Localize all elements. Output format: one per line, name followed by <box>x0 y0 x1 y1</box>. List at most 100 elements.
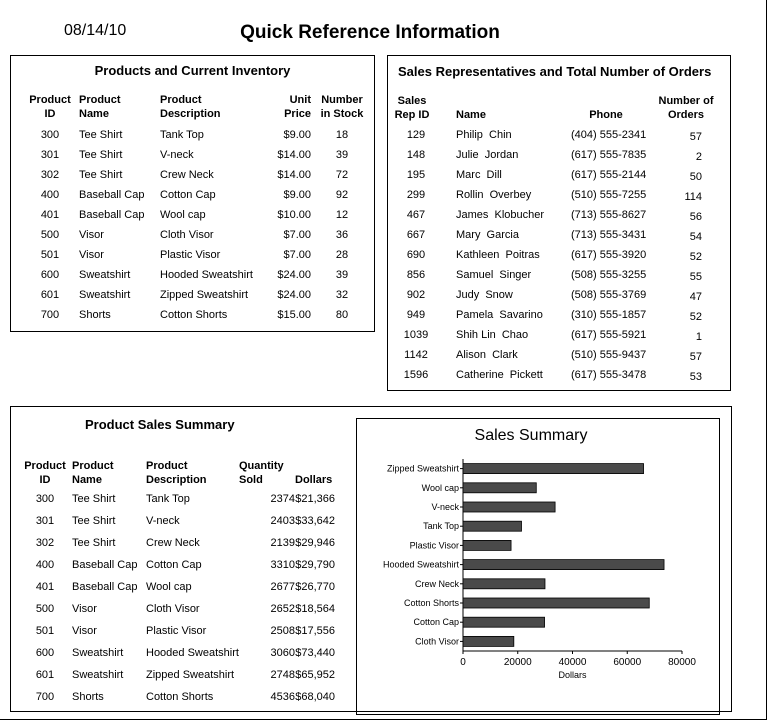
table-cell: (617) 555-7835 <box>571 149 647 161</box>
table-cell: 600 <box>35 647 55 659</box>
table-cell: $24.00 <box>277 289 311 301</box>
table-cell: 4536 <box>270 691 295 703</box>
table-cell: 52 <box>689 311 702 323</box>
table-cell: Baseball Cap <box>79 209 145 221</box>
table-cell: 301 <box>40 149 60 161</box>
bar <box>462 463 644 474</box>
table-cell: V-neck <box>146 515 180 527</box>
table-cell: Sweatshirt <box>79 289 131 301</box>
table-cell: 32 <box>335 289 349 301</box>
table-cell: Philip Chin <box>456 129 512 141</box>
table-cell: Kathleen Poitras <box>456 249 540 261</box>
table-cell: Crew Neck <box>160 169 214 181</box>
table-cell: Tee Shirt <box>72 493 116 505</box>
table-cell: 2374 <box>270 493 295 505</box>
table-cell: 1142 <box>404 349 428 361</box>
table-cell: 501 <box>40 249 60 261</box>
table-cell: $7.00 <box>283 229 311 241</box>
column-header: Product Name <box>72 460 114 486</box>
inventory-section: Products and Current Inventory Product I… <box>10 55 375 332</box>
bar-chart: Sales Summary Zipped Sweatshirt Wool cap V-… <box>383 427 696 680</box>
table-cell: (617) 555-2144 <box>571 169 647 181</box>
table-cell: 2652 <box>270 603 295 615</box>
table-cell: (510) 555-7255 <box>571 189 647 201</box>
table-cell: Hooded Sweatshirt <box>160 269 253 281</box>
table-row: 501 Visor Plastic Visor 2508 $17,556 <box>11 624 731 646</box>
table-row: 856 Samuel Singer (508) 555-3255 55 <box>388 268 730 288</box>
x-tick-label: 40000 <box>559 657 587 668</box>
table-cell: 1596 <box>403 369 429 381</box>
table-cell: $29,790 <box>295 559 335 571</box>
table-cell: (617) 555-3478 <box>571 369 647 381</box>
table-row: 601 Sweatshirt Zipped Sweatshirt 2748 $65,95… <box>11 668 731 690</box>
sales-reps-section: Sales Representatives and Total Number o… <box>387 55 731 391</box>
table-row: 400 Baseball Cap Cotton Cap 3310 $29,790 <box>11 558 731 580</box>
category-label: Tank Top <box>423 521 459 531</box>
table-row: 700 Shorts Cotton Shorts $15.00 80 <box>11 308 374 328</box>
category-label: V-neck <box>431 502 459 512</box>
table-cell: 2403 <box>270 515 295 527</box>
table-cell: 400 <box>40 189 60 201</box>
table-cell: Hooded Sweatshirt <box>146 647 239 659</box>
x-tick-label: 20000 <box>504 657 532 668</box>
table-cell: 56 <box>689 211 702 223</box>
table-cell: $14.00 <box>277 169 311 181</box>
x-tick-label: 0 <box>460 657 466 668</box>
table-cell: $26,770 <box>295 581 335 593</box>
table-cell: 3060 <box>270 647 295 659</box>
table-cell: Sweatshirt <box>79 269 131 281</box>
table-cell: $68,040 <box>295 691 335 703</box>
table-cell: Cloth Visor <box>160 229 214 241</box>
table-row: 601 Sweatshirt Zipped Sweatshirt $24.00 32 <box>11 288 374 308</box>
table-row: 301 Tee Shirt V-neck 2403 $33,642 <box>11 514 731 536</box>
table-cell: Wool cap <box>160 209 206 221</box>
table-cell: 299 <box>406 189 426 201</box>
table-row: 667 Mary Garcia (713) 555-3431 54 <box>388 228 730 248</box>
table-cell: Tee Shirt <box>72 515 116 527</box>
column-header: Product Name <box>79 94 121 120</box>
table-row: 299 Rollin Overbey (510) 555-7255 114 <box>388 188 730 208</box>
column-header: Dollars <box>295 474 333 486</box>
table-cell: $33,642 <box>295 515 335 527</box>
column-header: Product Description <box>160 94 221 120</box>
table-cell: $21,366 <box>295 493 335 505</box>
table-cell: 700 <box>35 691 55 703</box>
table-cell: $65,952 <box>295 669 335 681</box>
chart-title: Sales Summary <box>475 427 588 444</box>
sales-reps-title: Sales Representatives and Total Number o… <box>398 64 712 79</box>
table-row: 690 Kathleen Poitras (617) 555-3920 52 <box>388 248 730 268</box>
table-cell: 401 <box>35 581 55 593</box>
table-cell: $24.00 <box>277 269 311 281</box>
table-cell: $29,946 <box>295 537 335 549</box>
column-header: Number in Stock <box>320 94 364 120</box>
table-row: 1142 Alison Clark (510) 555-9437 57 <box>388 348 730 368</box>
table-cell: (617) 555-5921 <box>571 329 647 341</box>
table-cell: V-neck <box>160 149 194 161</box>
table-cell: Rollin Overbey <box>456 189 532 201</box>
column-header: Quantity Sold <box>239 460 284 486</box>
table-row: 700 Shorts Cotton Shorts 4536 $68,040 <box>11 690 731 712</box>
table-cell: Catherine Pickett <box>456 369 543 381</box>
table-cell: (617) 555-3920 <box>571 249 647 261</box>
table-cell: 114 <box>684 191 702 203</box>
column-header: Unit Price <box>284 94 311 120</box>
table-cell: 47 <box>689 291 702 303</box>
table-cell: Visor <box>72 603 97 615</box>
table-cell: 301 <box>35 515 55 527</box>
table-cell: 690 <box>406 249 426 261</box>
column-header: Product Description <box>146 460 207 486</box>
table-row: 401 Baseball Cap Wool cap 2677 $26,770 <box>11 580 731 602</box>
table-cell: Tee Shirt <box>79 149 123 161</box>
table-cell: Cotton Cap <box>146 559 202 571</box>
table-cell: Baseball Cap <box>72 581 138 593</box>
column-header: Sales Rep ID <box>394 95 430 121</box>
table-cell: Cotton Shorts <box>146 691 214 703</box>
table-cell: 302 <box>40 169 60 181</box>
category-label: Plastic Visor <box>410 540 459 550</box>
table-cell: Mary Garcia <box>456 229 519 241</box>
table-row: 129 Philip Chin (404) 555-2341 57 <box>388 128 730 148</box>
table-cell: 2139 <box>270 537 295 549</box>
table-cell: 39 <box>335 269 349 281</box>
table-cell: Shorts <box>72 691 104 703</box>
